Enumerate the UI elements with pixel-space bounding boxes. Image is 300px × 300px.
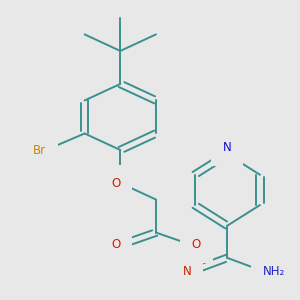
Text: NH₂: NH₂ xyxy=(263,265,285,278)
Text: Br: Br xyxy=(33,143,46,157)
Text: O: O xyxy=(111,176,120,190)
Text: N: N xyxy=(183,265,192,278)
Text: O: O xyxy=(111,238,120,251)
Text: O: O xyxy=(192,238,201,251)
Text: N: N xyxy=(223,141,232,154)
